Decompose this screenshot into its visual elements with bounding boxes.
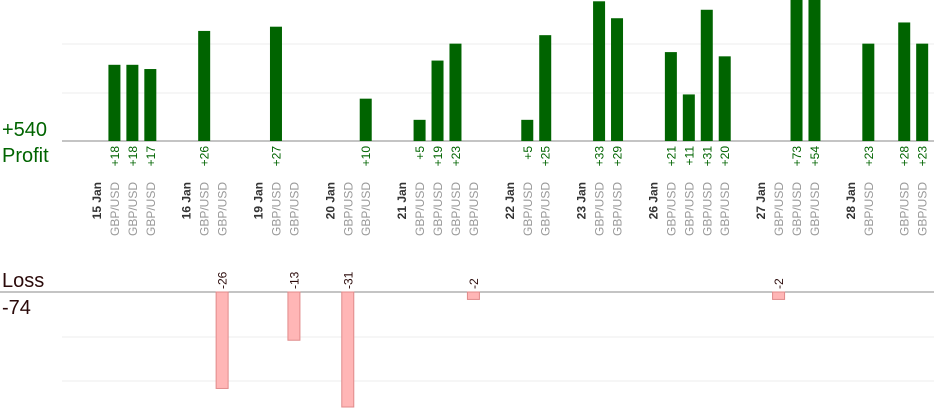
date-label: 23 Jan [575,182,589,219]
date-label: 22 Jan [503,182,517,219]
profit-bar [808,0,821,141]
loss-label: Loss [2,270,45,292]
profit-value-label: +23 [916,146,930,167]
pair-label: GBP/USD [287,182,301,236]
profit-value-label: +33 [593,146,607,167]
profit-bar [108,64,121,141]
profit-bar [593,1,606,141]
profit-value-label: +28 [898,146,912,167]
profit-value-label: +26 [198,146,212,167]
profit-value-label: +73 [790,146,804,167]
profit-value-label: +19 [431,146,445,167]
date-label: 21 Jan [395,182,409,219]
profit-total: +540 [2,119,48,141]
pair-label: GBP/USD [862,182,876,236]
pair-label: GBP/USD [916,182,930,236]
profit-value-label: +23 [449,146,463,167]
pair-label: GBP/USD [700,182,714,236]
profit-bar [862,43,875,142]
profit-bar [790,0,803,141]
profit-bar [718,56,731,142]
pair-label: GBP/USD [521,182,535,236]
profit-bar [682,94,695,141]
profit-value-label: +17 [144,146,158,167]
profit-value-label: +20 [718,146,732,167]
profit-bar [413,119,426,141]
pair-label: GBP/USD [898,182,912,236]
date-label: 16 Jan [180,182,194,219]
pair-label: GBP/USD [718,182,732,236]
profit-bar [126,64,139,141]
loss-bar [341,291,355,408]
profit-value-label: +10 [359,146,373,167]
pair-label: GBP/USD [772,182,786,236]
date-label: 15 Jan [90,182,104,219]
pair-label: GBP/USD [539,182,553,236]
date-label: 28 Jan [844,182,858,219]
profit-bar [898,22,911,141]
profit-bar [611,18,624,141]
pair-label: GBP/USD [790,182,804,236]
pair-label: GBP/USD [431,182,445,236]
profit-bar [449,43,462,142]
loss-value-label: -31 [341,271,355,289]
profit-bar [664,52,677,141]
pair-label: GBP/USD [413,182,427,236]
loss-bar [287,291,301,341]
loss-total: -74 [2,297,31,319]
pair-label: GBP/USD [467,182,481,236]
date-label: 20 Jan [323,182,337,219]
date-label: 27 Jan [754,182,768,219]
pair-label: GBP/USD [808,182,822,236]
loss-value-label: -13 [287,271,301,289]
profit-bar [144,69,157,141]
loss-value-label: -2 [467,278,481,289]
pair-label: GBP/USD [216,182,230,236]
pair-label: GBP/USD [682,182,696,236]
pair-label: GBP/USD [449,182,463,236]
pair-label: GBP/USD [341,182,355,236]
profit-bar [521,119,534,141]
pair-label: GBP/USD [593,182,607,236]
pair-label: GBP/USD [144,182,158,236]
profit-value-label: +25 [539,146,553,167]
profit-value-label: +27 [269,146,283,167]
profit-label: Profit [2,145,49,167]
profit-bar [198,30,211,141]
pair-label: GBP/USD [198,182,212,236]
profit-value-label: +31 [700,146,714,167]
pair-label: GBP/USD [664,182,678,236]
profit-bar [359,98,372,141]
loss-value-label: -26 [216,271,230,289]
date-label: 26 Jan [646,182,660,219]
loss-bar [772,291,786,300]
pair-label: GBP/USD [269,182,283,236]
profit-bar [916,43,929,142]
pair-label: GBP/USD [108,182,122,236]
profit-bar [700,9,713,142]
loss-value-label: -2 [772,278,786,289]
loss-bar [466,291,480,300]
pair-label: GBP/USD [126,182,140,236]
profit-value-label: +18 [126,146,140,167]
profit-value-label: +5 [413,146,427,160]
profit-bar [539,35,552,141]
profit-value-label: +29 [611,146,625,167]
profit-value-label: +54 [808,146,822,167]
profit-value-label: +23 [862,146,876,167]
profit-value-label: +11 [682,146,696,166]
profit-bar [269,26,282,142]
profit-value-label: +21 [664,146,678,167]
profit-bar [431,60,444,141]
loss-bar [215,291,229,389]
pair-label: GBP/USD [359,182,373,236]
date-label: 19 Jan [252,182,266,219]
profit-value-label: +5 [521,146,535,160]
profit-value-label: +18 [108,146,122,167]
pair-label: GBP/USD [611,182,625,236]
